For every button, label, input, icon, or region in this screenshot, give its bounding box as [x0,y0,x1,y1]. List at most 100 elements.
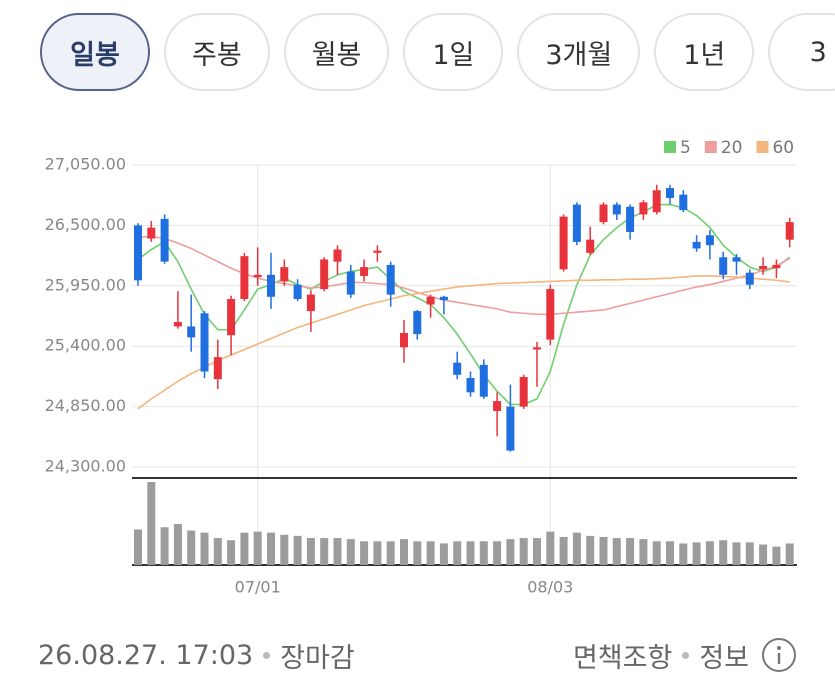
candle-body [400,333,408,348]
legend-swatch [664,141,676,153]
volume-bar [134,529,142,565]
candle-body [360,267,369,276]
candle-body [692,241,701,249]
candle-body [559,216,568,270]
period-tab[interactable]: 3개월 [517,13,641,91]
candle-body [586,239,595,253]
candle-body [160,218,169,262]
candle-body [785,222,794,240]
volume-bar [546,531,555,565]
candle-body [173,322,182,327]
separator [682,651,690,659]
volume-bar [666,541,674,565]
volume-bar [213,538,222,565]
period-tab[interactable]: 주봉 [164,13,270,91]
timestamp: 26.08.27. 17:03 [38,639,254,671]
volume-bar [732,542,741,565]
y-tick-label: 27,050.00 [45,155,126,174]
y-tick-label: 25,950.00 [45,275,126,294]
volume-bar [705,541,714,565]
info-icon[interactable] [761,637,797,673]
volume-bar [160,527,169,565]
candle-body [213,357,222,380]
volume-bar [280,534,289,565]
candle-body [652,190,661,213]
period-tab[interactable]: 월봉 [283,13,390,91]
volume-bar [253,531,262,565]
volume-bar [612,538,621,565]
volume-bar [493,541,502,565]
candle-body [479,364,488,397]
period-tab[interactable]: 1일 [403,13,504,91]
info-link[interactable]: 정보 [699,642,749,674]
volume-bar [533,538,541,565]
disclaimer-link[interactable]: 면책조항 [572,642,673,674]
candle-body [506,406,515,451]
period-tab[interactable]: 일봉 [40,13,150,91]
volume-bar [572,532,581,565]
volume-bar [400,539,408,565]
volume-bar [759,544,768,565]
candle-body [546,289,555,340]
candle-body [745,272,754,285]
volume-bar [719,540,728,565]
candle-body [293,284,302,299]
x-tick-label: 07/01 [235,578,281,597]
candle-body [719,257,728,275]
candle-body [626,206,635,232]
volume-bar [373,541,382,565]
volume-bar [479,541,488,565]
volume-bar [426,541,435,565]
candle-body [333,249,342,262]
candle-body [147,227,156,239]
candle-body [533,347,541,350]
candle-body [306,294,315,312]
y-tick-label: 26,500.00 [45,215,126,234]
volume-bar [679,543,688,565]
legend-swatch [704,141,717,153]
candle-body [227,298,236,336]
legend-label: 20 [721,138,743,158]
candle-body [453,362,462,375]
candle-body [612,204,621,215]
candle-body [599,204,608,223]
candle-body [373,250,382,253]
period-tab[interactable]: 1년 [654,13,755,91]
period-tab[interactable]: 3 [768,13,835,91]
y-tick-label: 25,400.00 [45,336,126,355]
candle-body [679,194,688,211]
volume-bar [745,542,754,565]
volume-bar [346,539,355,565]
volume-bar [267,532,275,565]
volume-bar [785,543,794,565]
moving-average-line [137,235,791,316]
y-tick-label: 24,850.00 [45,396,126,415]
market-status: 장마감 [280,642,355,674]
candle-body [572,204,581,242]
separator [263,651,271,659]
volume-bar [439,543,448,565]
candle-body [439,296,448,301]
volume-bar [227,540,236,565]
volume-bar [173,524,182,565]
volume-bar [599,536,608,565]
moving-average-line [137,203,791,406]
candle-body [519,376,528,407]
candle-body [732,257,741,262]
candle-body [240,256,249,299]
candle-body [253,274,262,278]
volume-bar [147,482,156,565]
volume-bar [187,530,196,565]
candle-body [413,311,422,335]
candle-body [666,188,674,198]
candle-body [426,296,435,305]
volume-bar [386,541,395,565]
x-tick-label: 08/03 [527,578,573,597]
candle-body [759,266,768,270]
candle-body [320,259,329,290]
volume-bar [333,538,342,565]
footer-links: 면책조항 정보 [573,636,797,675]
candle-body [267,274,275,297]
moving-average-line [137,275,790,410]
